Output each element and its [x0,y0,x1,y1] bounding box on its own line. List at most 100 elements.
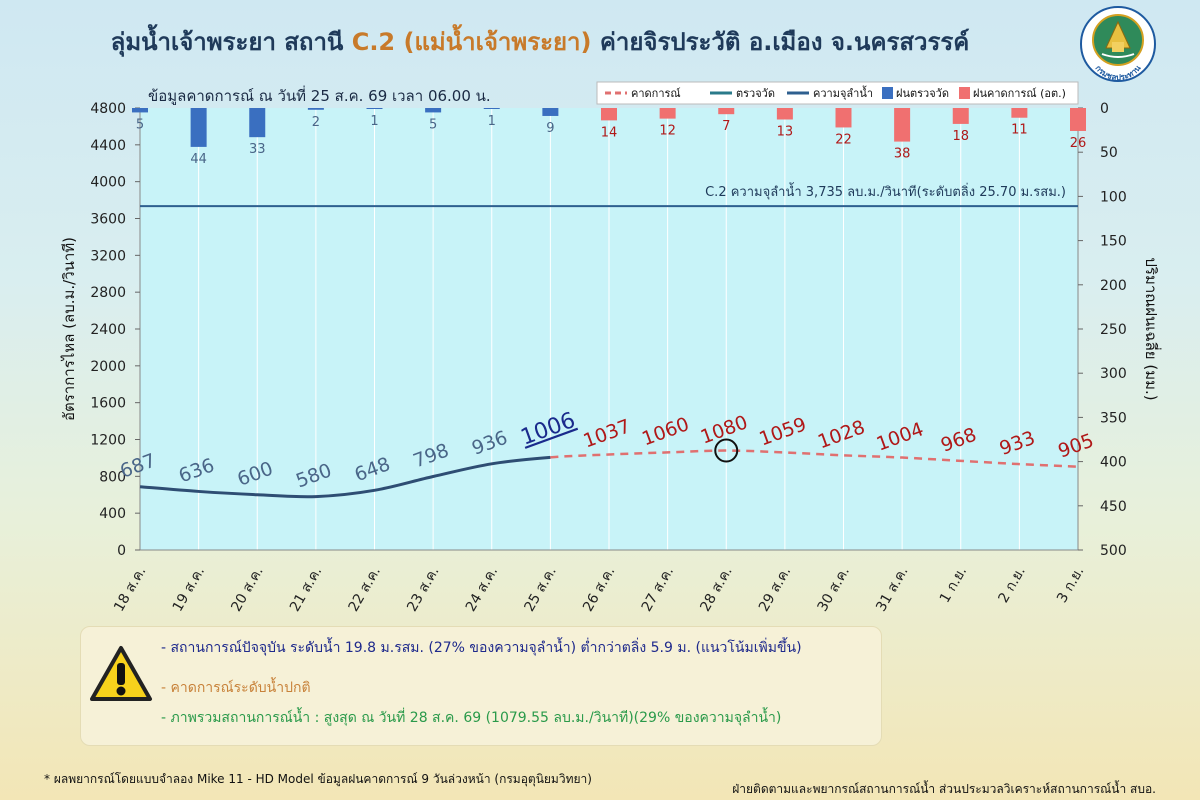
rain-bar-forecast [894,108,911,142]
y-right-tick-label: 450 [1100,499,1127,515]
y-right-tick-label: 100 [1100,189,1127,205]
rain-label: 9 [546,121,554,136]
x-tick-label: 18 ส.ค. [111,564,149,615]
title-station: C.2 (แม่น้ำเจ้าพระยา) [351,28,592,56]
x-tick-label: 21 ส.ค. [287,564,325,615]
y-tick-label: 800 [99,469,126,485]
rain-label: 1 [370,114,378,129]
y-right-tick-label: 400 [1100,455,1127,471]
warning-icon [90,646,152,701]
rain-label: 22 [835,132,852,147]
y-tick-label: 1600 [90,396,126,412]
x-tick-label: 31 ส.ค. [873,564,911,615]
legend-label: คาดการณ์ [631,87,681,100]
forecast-flow-line [550,449,1079,468]
y-tick-label: 2000 [90,359,126,375]
y-right-tick-label: 350 [1100,410,1127,426]
y-right-tick-label: 150 [1100,234,1127,250]
x-tick-label: 20 ส.ค. [228,564,266,615]
rain-label: 18 [952,129,969,144]
rain-bar-observed [425,108,442,113]
rain-label: 38 [894,147,911,162]
rain-label: 44 [190,152,207,167]
rain-bar-forecast [659,108,676,119]
y-right-tick-label: 300 [1100,366,1127,382]
capacity-label: C.2 ความจุลำน้ำ 3,735 ลบ.ม./วินาที(ระดับ… [705,182,1066,200]
info-forecast: - คาดการณ์ระดับน้ำปกติ [161,680,311,696]
rain-bar-forecast [601,108,617,121]
x-tick-label: 3 ก.ย. [1054,564,1087,606]
y-right-tick-label: 200 [1100,278,1127,294]
legend-label: ฝนตรวจวัด [896,87,949,100]
x-tick-label: 28 ส.ค. [697,564,735,615]
y-right-axis-title: ปริมาณฝนเฉลี่ย (มม.) [1142,257,1162,400]
page-title: ลุ่มน้ำเจ้าพระยา สถานี C.2 (แม่น้ำเจ้าพร… [0,22,1080,61]
y-right-tick-label: 250 [1100,322,1127,338]
info-box: - สถานการณ์ปัจจุบัน ระดับน้ำ 19.8 ม.รสม.… [80,626,882,746]
x-tick-label: 25 ส.ค. [521,564,559,615]
rain-bar-observed [483,108,500,109]
rain-bar-forecast [952,108,969,124]
y-tick-label: 2800 [90,285,126,301]
footnote: * ผลพยากรณ์โดยแบบจำลอง Mike 11 - HD Mode… [44,772,592,786]
x-tick-label: 22 ส.ค. [346,564,384,615]
legend-label: ฝนคาดการณ์ (อต.) [973,87,1066,100]
x-tick-label: 1 ก.ย. [937,564,970,606]
y-tick-label: 3200 [90,248,126,264]
rain-label: 7 [722,119,730,134]
x-tick-label: 23 ส.ค. [404,564,442,615]
rain-bar-observed [366,108,383,109]
rain-label: 5 [429,117,437,132]
y-tick-label: 2400 [90,322,126,338]
x-tick-label: 30 ส.ค. [815,564,853,615]
x-tick-label: 24 ส.ค. [463,564,501,615]
y-tick-label: 4400 [90,138,126,154]
rain-bar-observed [307,108,324,110]
legend [596,81,1079,105]
y-tick-label: 3600 [90,212,126,228]
rid-logo: กรมชลประทาน [1080,6,1156,82]
legend-swatch [959,87,970,99]
info-current: - สถานการณ์ปัจจุบัน ระดับน้ำ 19.8 ม.รสม.… [161,640,802,656]
forecast-date: ข้อมูลคาดการณ์ ณ วันที่ 25 ส.ค. 69 เวลา … [148,87,491,105]
credit: ฝ่ายติดตามและพยากรณ์สถานการณ์น้ำ ส่วนประ… [732,782,1156,796]
legend-label: ความจุลำน้ำ [813,85,873,100]
x-tick-label: 26 ส.ค. [580,564,618,615]
x-tick-label: 19 ส.ค. [170,564,208,615]
rain-bar-observed [190,108,207,147]
rain-label: 13 [777,124,794,139]
rain-bar-forecast [1011,108,1028,118]
peak-marker [714,438,739,463]
rain-bar-observed [249,108,266,138]
y-tick-label: 400 [99,506,126,522]
rain-label: 12 [659,124,676,139]
y-tick-label: 0 [117,543,126,559]
rain-bar-forecast [835,108,852,128]
rain-bar-observed [542,108,559,116]
rain-bar-forecast [1070,108,1086,131]
observed-flow-line [139,455,551,499]
rain-bar-forecast [718,108,735,115]
x-tick-label: 29 ส.ค. [756,564,794,615]
y-right-tick-label: 50 [1100,145,1118,161]
info-overview: - ภาพรวมสถานการณ์น้ำ : สูงสุด ณ วันที่ 2… [161,710,782,726]
rain-label: 5 [136,117,144,132]
y-right-tick-label: 500 [1100,543,1127,559]
rain-label: 1 [488,114,496,129]
y-right-tick-label: 0 [1100,101,1109,117]
legend-swatch [882,87,893,99]
y-axis-title: อัตราการไหล (ลบ.ม./วินาที) [60,237,78,421]
rain-bar-observed [132,108,148,113]
y-tick-label: 1200 [90,433,126,449]
rain-label: 33 [249,142,266,157]
title-main: ลุ่มน้ำเจ้าพระยา สถานี [110,28,352,56]
title-place: ค่ายจิรประวัติ อ.เมือง จ.นครสวรรค์ [591,28,970,56]
x-tick-label: 2 ก.ย. [996,564,1029,606]
rain-label: 26 [1070,136,1087,151]
x-tick-label: 27 ส.ค. [639,564,677,615]
y-tick-label: 4000 [90,175,126,191]
rain-label: 14 [601,125,618,140]
y-tick-label: 4800 [90,101,126,117]
rain-bar-forecast [776,108,793,120]
